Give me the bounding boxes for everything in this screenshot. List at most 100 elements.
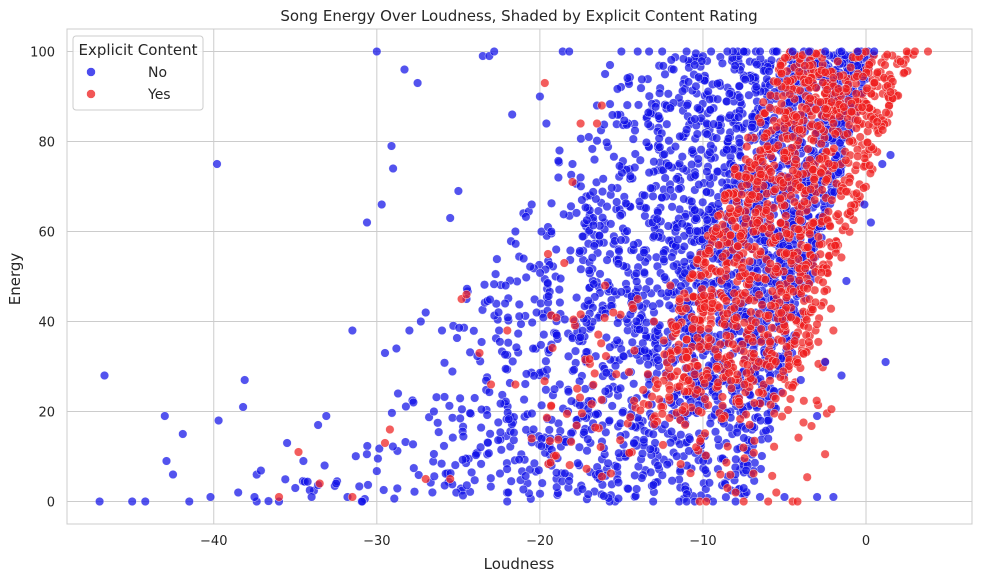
data-point-yes <box>769 442 779 452</box>
data-point-no <box>599 491 609 501</box>
data-point-yes <box>803 323 813 333</box>
data-point-no <box>583 489 593 499</box>
data-point-yes <box>672 367 682 377</box>
data-point-no <box>214 416 224 426</box>
data-point-no <box>379 485 389 495</box>
data-point-yes <box>585 354 595 364</box>
data-point-yes <box>723 442 733 452</box>
data-point-no <box>392 483 402 493</box>
data-point-no <box>457 404 467 414</box>
data-point-no <box>528 344 538 354</box>
data-point-yes <box>717 392 727 402</box>
data-point-no <box>676 430 686 440</box>
data-point-yes <box>659 336 669 346</box>
data-point-no <box>527 318 537 328</box>
data-point-no <box>653 461 663 471</box>
data-point-no <box>290 483 300 493</box>
data-point-no <box>712 79 722 89</box>
data-point-yes <box>847 107 857 117</box>
data-point-yes <box>788 166 798 176</box>
data-point-yes <box>787 143 797 153</box>
data-point-no <box>653 343 663 353</box>
data-point-no <box>529 424 539 434</box>
data-point-no <box>614 448 624 458</box>
data-point-yes <box>812 396 822 406</box>
data-point-no <box>579 427 589 437</box>
data-point-no <box>555 145 565 155</box>
data-point-no <box>675 131 685 141</box>
data-point-no <box>476 442 486 452</box>
data-point-no <box>537 478 547 488</box>
data-point-yes <box>734 397 744 407</box>
data-point-yes <box>820 67 830 77</box>
data-point-yes <box>712 364 722 374</box>
data-point-no <box>657 47 667 57</box>
data-point-yes <box>862 83 872 93</box>
data-point-no <box>692 129 702 139</box>
data-point-yes <box>853 115 863 125</box>
data-point-yes <box>756 337 766 347</box>
data-point-no <box>506 476 516 486</box>
data-point-yes <box>824 158 834 168</box>
data-point-yes <box>644 400 654 410</box>
legend-marker-no <box>86 67 96 77</box>
data-point-no <box>649 157 659 167</box>
data-point-yes <box>551 313 561 323</box>
data-point-no <box>539 330 549 340</box>
data-point-no <box>601 368 611 378</box>
data-point-no <box>537 227 547 237</box>
data-point-yes <box>780 123 790 133</box>
data-point-yes <box>791 112 801 122</box>
data-point-no <box>665 185 675 195</box>
data-point-no <box>502 497 512 507</box>
data-point-yes <box>675 294 685 304</box>
data-point-yes <box>747 190 757 200</box>
data-point-yes <box>794 67 804 77</box>
data-point-no <box>642 137 652 147</box>
data-point-no <box>321 411 331 421</box>
data-point-no <box>679 241 689 251</box>
data-point-no <box>541 385 551 395</box>
data-point-no <box>601 333 611 343</box>
data-point-no <box>574 442 584 452</box>
data-point-no <box>694 72 704 82</box>
data-point-yes <box>777 336 787 346</box>
data-point-no <box>672 174 682 184</box>
data-point-no <box>697 56 707 66</box>
data-point-no <box>535 489 545 499</box>
data-point-no <box>493 435 503 445</box>
data-point-no <box>600 386 610 396</box>
data-point-no <box>357 497 367 507</box>
data-point-no <box>476 459 486 469</box>
data-point-yes <box>701 497 711 507</box>
data-point-yes <box>783 172 793 182</box>
data-point-yes <box>548 343 558 353</box>
data-point-yes <box>597 472 607 482</box>
data-point-yes <box>765 90 775 100</box>
data-point-no <box>470 475 480 485</box>
data-point-yes <box>757 300 767 310</box>
data-point-yes <box>852 160 862 170</box>
data-point-no <box>99 371 109 381</box>
data-point-yes <box>624 448 634 458</box>
data-point-yes <box>802 315 812 325</box>
data-point-yes <box>445 474 455 484</box>
data-point-no <box>685 434 695 444</box>
data-point-no <box>594 231 604 241</box>
data-point-yes <box>751 317 761 327</box>
data-point-no <box>655 142 665 152</box>
data-point-yes <box>665 413 675 423</box>
data-point-no <box>663 89 673 99</box>
data-point-yes <box>821 175 831 185</box>
data-point-no <box>616 287 626 297</box>
data-point-no <box>613 477 623 487</box>
data-point-no <box>589 241 599 251</box>
data-point-no <box>644 91 654 101</box>
data-point-no <box>678 86 688 96</box>
data-point-yes <box>693 361 703 371</box>
data-point-yes <box>315 479 325 489</box>
data-point-no <box>828 492 838 502</box>
legend: Explicit Content No Yes <box>72 35 204 111</box>
data-point-no <box>560 314 570 324</box>
data-point-no <box>837 371 847 381</box>
